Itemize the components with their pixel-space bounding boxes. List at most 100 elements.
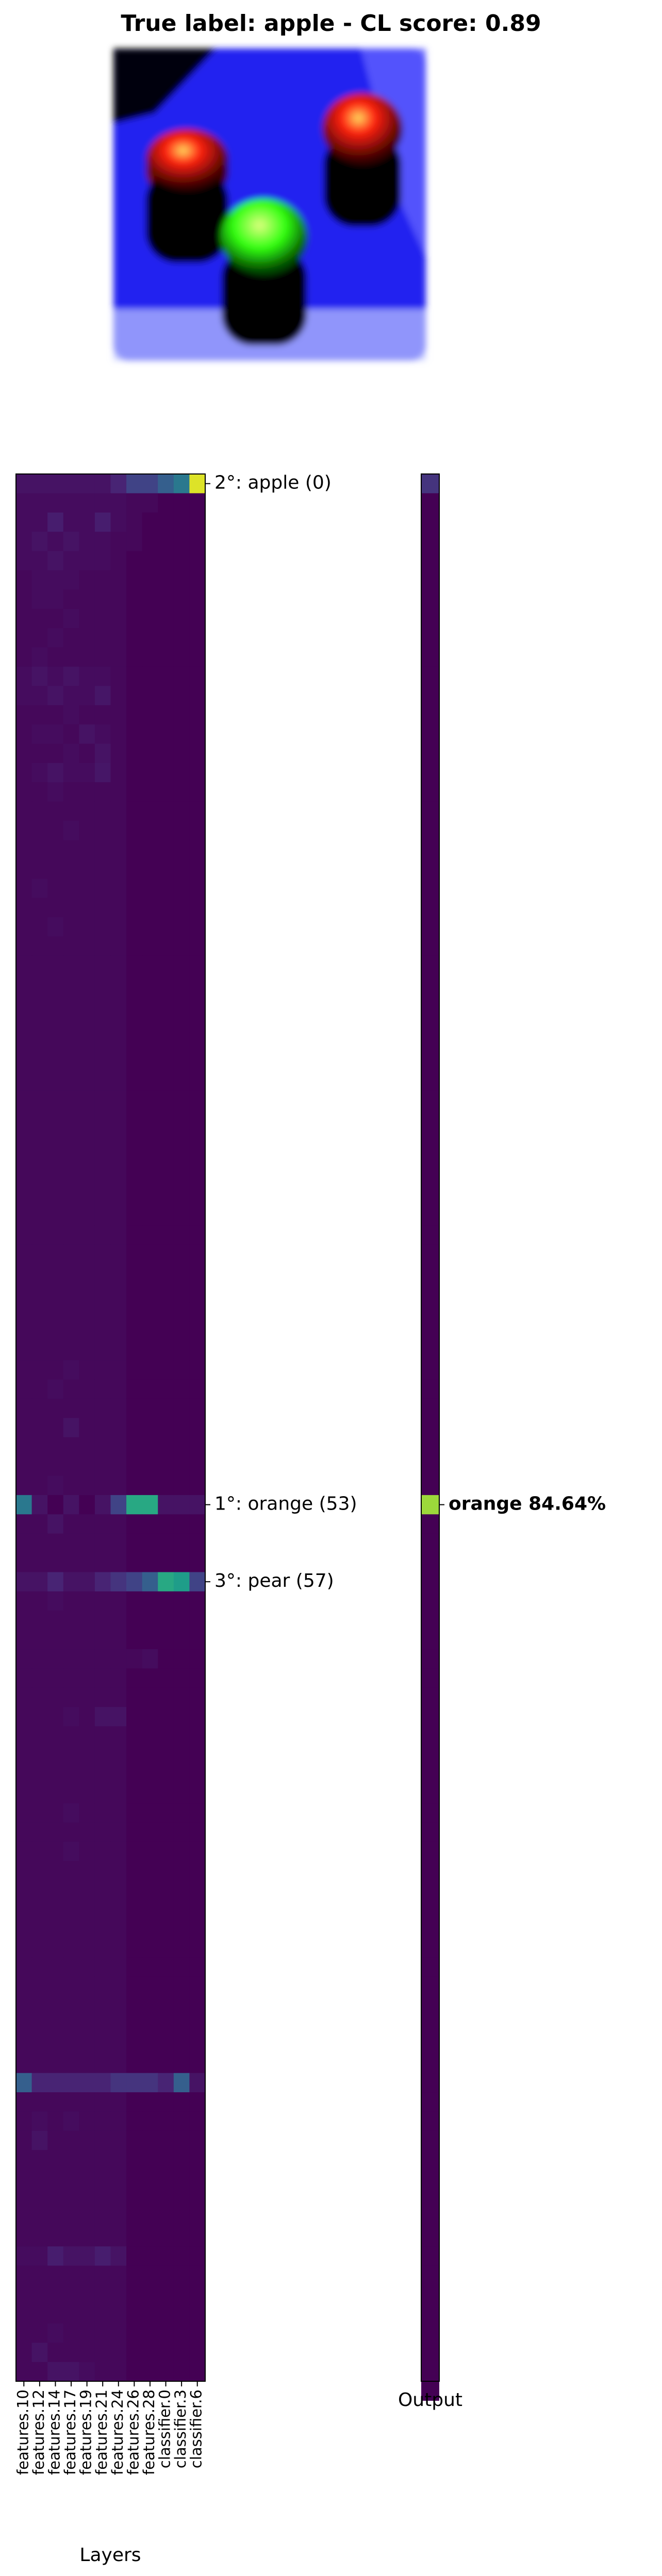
heatmap-cell <box>47 2073 64 2093</box>
output-cell <box>421 821 439 840</box>
heatmap-cell <box>79 1841 95 1861</box>
heatmap-cell <box>31 474 48 494</box>
heatmap-cell <box>47 2130 64 2150</box>
heatmap-cell <box>126 1187 143 1207</box>
heatmap-cell <box>142 2015 158 2035</box>
heatmap-cell <box>110 1919 127 1939</box>
output-cell <box>421 666 439 686</box>
heatmap-cell <box>126 1572 143 1592</box>
heatmap-cell <box>47 840 64 860</box>
heatmap-cell <box>173 1090 190 1110</box>
heatmap-cell <box>173 1360 190 1380</box>
heatmap-cell <box>94 1707 111 1727</box>
output-cell <box>421 2381 439 2401</box>
heatmap-cell <box>110 1957 127 1977</box>
heatmap-cell <box>94 1996 111 2016</box>
heatmap-cell <box>173 1244 190 1264</box>
heatmap-cell <box>158 2034 174 2054</box>
heatmap-cell <box>16 1032 32 1053</box>
heatmap-cell <box>47 1418 64 1438</box>
heatmap-cell <box>142 1996 158 2016</box>
heatmap-cell <box>63 2343 79 2363</box>
heatmap-cell <box>110 1765 127 1785</box>
heatmap-cell <box>31 762 48 783</box>
heatmap-cell <box>31 705 48 725</box>
heatmap-cell <box>158 1398 174 1418</box>
heatmap-cell <box>47 666 64 686</box>
heatmap-cell <box>110 1456 127 1476</box>
heatmap-cell <box>158 608 174 629</box>
heatmap-cell <box>189 512 206 532</box>
output-cell <box>421 628 439 648</box>
heatmap-cell <box>94 1514 111 1534</box>
heatmap-cell <box>110 705 127 725</box>
heatmap-cell <box>16 1861 32 1881</box>
heatmap-cell <box>142 1302 158 1322</box>
heatmap-cell <box>31 1707 48 1727</box>
output-cell <box>421 1110 439 1129</box>
heatmap-cell <box>63 1148 79 1168</box>
heatmap-cell <box>79 1938 95 1958</box>
heatmap-cell <box>158 2054 174 2074</box>
heatmap-cell <box>31 1437 48 1457</box>
heatmap-cell <box>142 1032 158 1053</box>
heatmap-cell <box>189 1976 206 1996</box>
heatmap-cell <box>189 955 206 975</box>
heatmap-cell <box>189 1591 206 1611</box>
heatmap-cell <box>173 2265 190 2285</box>
heatmap-cell <box>126 1129 143 1149</box>
heatmap-cell <box>63 2015 79 2035</box>
heatmap-cell <box>142 1841 158 1861</box>
heatmap-cell <box>94 1495 111 1515</box>
heatmap-cell <box>79 840 95 860</box>
heatmap-cell <box>79 1437 95 1457</box>
heatmap-cell <box>110 1244 127 1264</box>
heatmap-cell <box>110 821 127 840</box>
heatmap-cell <box>126 1264 143 1284</box>
heatmap-cell <box>63 1456 79 1476</box>
heatmap-cell <box>173 782 190 802</box>
heatmap-cell <box>158 1052 174 1072</box>
heatmap-cell <box>189 474 206 494</box>
heatmap-cell <box>16 2285 32 2304</box>
heatmap-cell <box>173 1495 190 1515</box>
heatmap-cell <box>189 1264 206 1284</box>
heatmap-cell <box>63 801 79 821</box>
heatmap-cell <box>63 2150 79 2170</box>
heatmap-cell <box>142 1013 158 1033</box>
heatmap-cell <box>47 570 64 590</box>
heatmap-cell <box>79 955 95 975</box>
heatmap-cell <box>189 1437 206 1457</box>
heatmap-cell <box>142 1726 158 1746</box>
output-cell <box>421 2227 439 2247</box>
heatmap-cell <box>173 1938 190 1958</box>
heatmap-cell <box>63 1726 79 1746</box>
heatmap-cell <box>31 782 48 802</box>
heatmap-cell <box>79 2054 95 2074</box>
heatmap-cell <box>47 2227 64 2247</box>
output-cell <box>421 1861 439 1881</box>
heatmap-cell <box>126 936 143 956</box>
heatmap-cell <box>110 1052 127 1072</box>
heatmap-cell <box>16 2227 32 2247</box>
output-cell <box>421 1707 439 1727</box>
heatmap-cell <box>189 2054 206 2074</box>
heatmap-cell <box>94 647 111 667</box>
heatmap-cell <box>63 724 79 744</box>
heatmap-cell <box>47 917 64 937</box>
heatmap-cell <box>173 705 190 725</box>
heatmap-cell <box>189 1803 206 1823</box>
heatmap-cell <box>79 1129 95 1149</box>
heatmap-cell <box>31 1726 48 1746</box>
heatmap-cell <box>158 1822 174 1842</box>
heatmap-cell <box>110 1283 127 1303</box>
heatmap-cell <box>126 782 143 802</box>
heatmap-cell <box>94 1572 111 1592</box>
output-cell <box>421 917 439 937</box>
heatmap-cell <box>126 1649 143 1669</box>
heatmap-cell <box>189 1167 206 1188</box>
heatmap-cell <box>189 1283 206 1303</box>
heatmap-cell <box>110 493 127 513</box>
heatmap-cell <box>126 1630 143 1650</box>
output-cell <box>421 743 439 764</box>
